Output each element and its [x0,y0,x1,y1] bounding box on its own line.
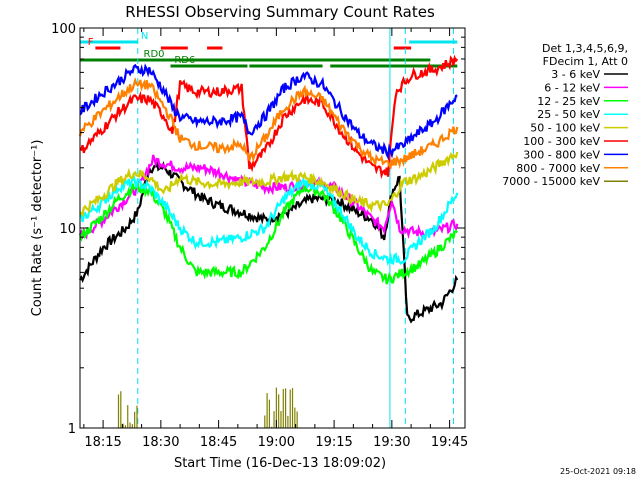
x-axis: 18:15 18:30 18:45 19:00 19:15 19:30 19:45 [83,28,468,450]
y-tick-label: 10 [59,222,76,237]
flag-label: F [88,37,94,48]
legend-label: 12 - 25 keV [537,95,600,108]
legend-label: 25 - 50 keV [537,108,600,121]
x-tick-label: 18:15 [84,435,121,450]
series-line [79,54,459,180]
series-line [79,174,459,267]
legend-label: 100 - 300 keV [523,135,600,148]
legend-label: 7000 - 15000 keV [502,175,600,188]
x-tick-label: 19:30 [373,435,410,450]
flag-label: RD6 [174,55,195,66]
legend-label: 800 - 7000 keV [516,162,600,175]
x-tick-label: 19:45 [431,435,468,450]
instrument-flags: N F RD0 RD6 [80,31,458,68]
x-tick-label: 18:30 [142,435,179,450]
legend-header: Det 1,3,4,5,6,9, [542,42,628,55]
flag-label: RD0 [144,49,165,60]
y-axis-label: Count Rate (s⁻¹ detector⁻¹) [30,140,45,317]
y-tick-label: 1 [68,422,76,437]
legend-header: FDecim 1, Att 0 [543,55,628,68]
flag-label: N [141,31,148,42]
y-axis: 1 10 100 [51,22,465,437]
series-group [78,54,459,428]
legend: Det 1,3,4,5,6,9,FDecim 1, Att 03 - 6 keV… [502,42,628,188]
legend-label: 50 - 100 keV [530,122,600,135]
legend-label: 300 - 800 keV [523,148,600,161]
series-line [79,63,458,161]
series-line [78,181,459,285]
series-line [78,76,459,170]
x-axis-label: Start Time (16-Dec-13 18:09:02) [174,456,386,471]
footer-date: 25-Oct-2021 09:18 [560,467,636,476]
x-tick-label: 18:45 [200,435,237,450]
x-tick-label: 19:00 [258,435,295,450]
y-tick-label: 100 [51,22,76,37]
x-tick-label: 19:15 [315,435,352,450]
legend-label: 6 - 12 keV [544,81,600,94]
legend-label: 3 - 6 keV [551,68,600,81]
series-line [79,151,459,218]
chart-title: RHESSI Observing Summary Count Rates [125,3,435,21]
